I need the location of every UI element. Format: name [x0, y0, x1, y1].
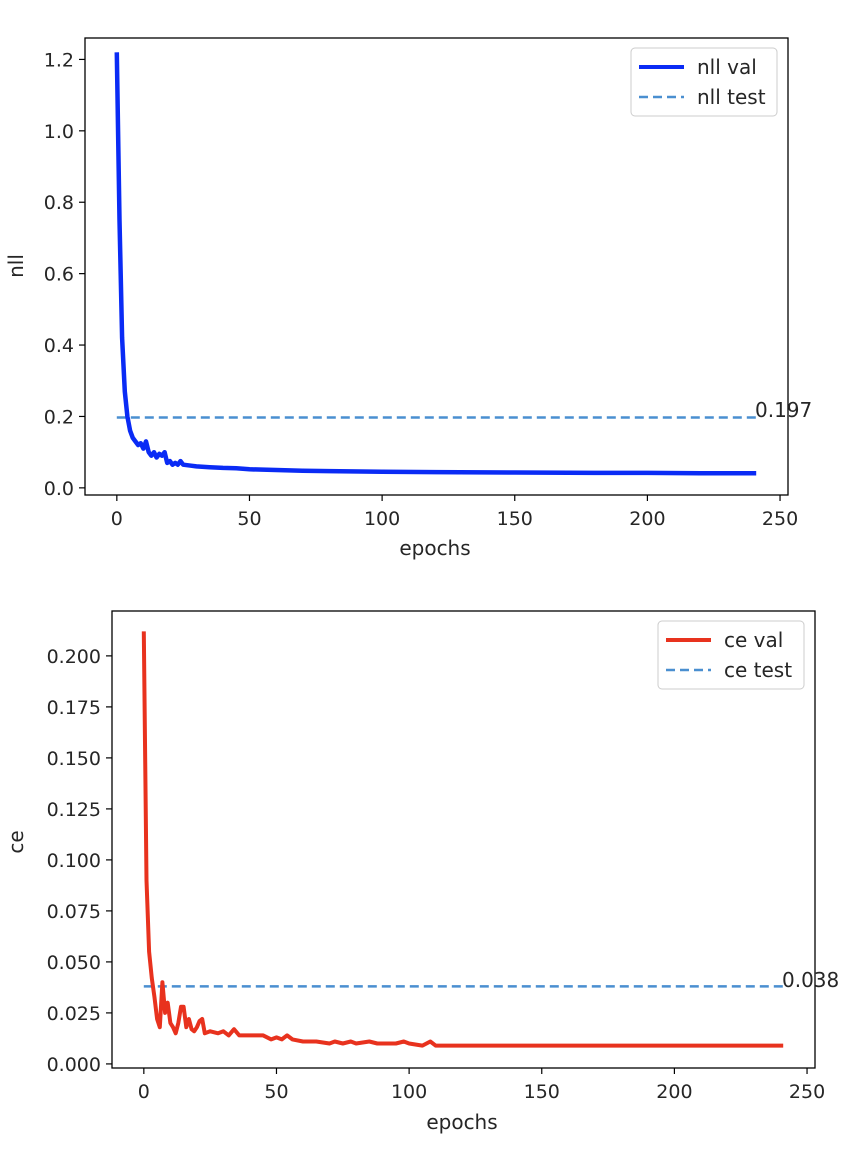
ce-y-tick-label: 0.000 — [47, 1054, 101, 1076]
ce-y-tick-label: 0.175 — [47, 697, 101, 719]
nll-y-tick-label: 0.4 — [44, 335, 74, 357]
nll-series-layer — [114, 52, 757, 476]
nll-y-axis-label: nll — [4, 254, 28, 278]
ce-x-tick-label: 50 — [264, 1081, 288, 1103]
ce-val-line — [141, 631, 784, 1048]
ce-legend-label-test: ce test — [724, 658, 792, 682]
nll-y-tick-label: 1.2 — [44, 49, 74, 71]
nll-subplot: 0 50 100 150 200 250 0.0 0.2 0.4 0.6 0.8 1.0 1.2 ep… — [4, 37, 812, 560]
ce-y-tick-label: 0.125 — [47, 799, 101, 821]
nll-x-ticks: 0 50 100 150 200 250 — [111, 495, 798, 530]
ce-y-ticks: 0.000 0.025 0.050 0.075 0.100 0.125 0.150 0.175… — [47, 646, 112, 1076]
nll-x-tick-label: 250 — [762, 508, 798, 530]
ce-legend: ce val ce test — [657, 620, 805, 690]
ce-y-tick-label: 0.100 — [47, 850, 101, 872]
nll-y-tick-label: 0.0 — [44, 478, 74, 500]
ce-x-tick-label: 200 — [656, 1081, 692, 1103]
ce-subplot: 0 50 100 150 200 250 0.000 0.025 0.050 0.075 0.10… — [4, 610, 839, 1134]
ce-plot-frame — [111, 610, 816, 1069]
nll-legend: nll val nll test — [630, 47, 778, 117]
ce-y-tick-label: 0.200 — [47, 646, 101, 668]
nll-test-value-annotation: 0.197 — [755, 398, 812, 422]
nll-x-tick-label: 0 — [111, 508, 123, 530]
nll-y-tick-label: 1.0 — [44, 121, 74, 143]
ce-test-value-annotation: 0.038 — [782, 968, 839, 992]
ce-y-tick-label: 0.025 — [47, 1003, 101, 1025]
ce-x-ticks: 0 50 100 150 200 250 — [138, 1068, 825, 1103]
nll-x-tick-label: 100 — [364, 508, 400, 530]
nll-x-tick-label: 50 — [237, 508, 261, 530]
ce-y-axis-label: ce — [4, 830, 28, 853]
nll-plot-frame — [84, 37, 789, 496]
ce-series-layer — [141, 631, 784, 1048]
ce-y-tick-label: 0.075 — [47, 901, 101, 923]
nll-legend-label-val: nll val — [697, 55, 757, 79]
ce-x-tick-label: 150 — [524, 1081, 560, 1103]
nll-y-tick-label: 0.6 — [44, 264, 74, 286]
ce-x-tick-label: 0 — [138, 1081, 150, 1103]
nll-legend-label-test: nll test — [697, 85, 766, 109]
nll-x-tick-label: 150 — [497, 508, 533, 530]
nll-x-tick-label: 200 — [629, 508, 665, 530]
nll-y-tick-label: 0.8 — [44, 192, 74, 214]
ce-y-tick-label: 0.150 — [47, 748, 101, 770]
nll-y-tick-label: 0.2 — [44, 406, 74, 428]
ce-x-axis-label: epochs — [426, 1110, 497, 1134]
ce-y-tick-label: 0.050 — [47, 952, 101, 974]
nll-x-axis-label: epochs — [399, 536, 470, 560]
nll-y-ticks: 0.0 0.2 0.4 0.6 0.8 1.0 1.2 — [44, 49, 85, 500]
nll-val-line — [114, 52, 757, 476]
ce-legend-label-val: ce val — [724, 628, 783, 652]
ce-x-tick-label: 250 — [789, 1081, 825, 1103]
ce-x-tick-label: 100 — [391, 1081, 427, 1103]
